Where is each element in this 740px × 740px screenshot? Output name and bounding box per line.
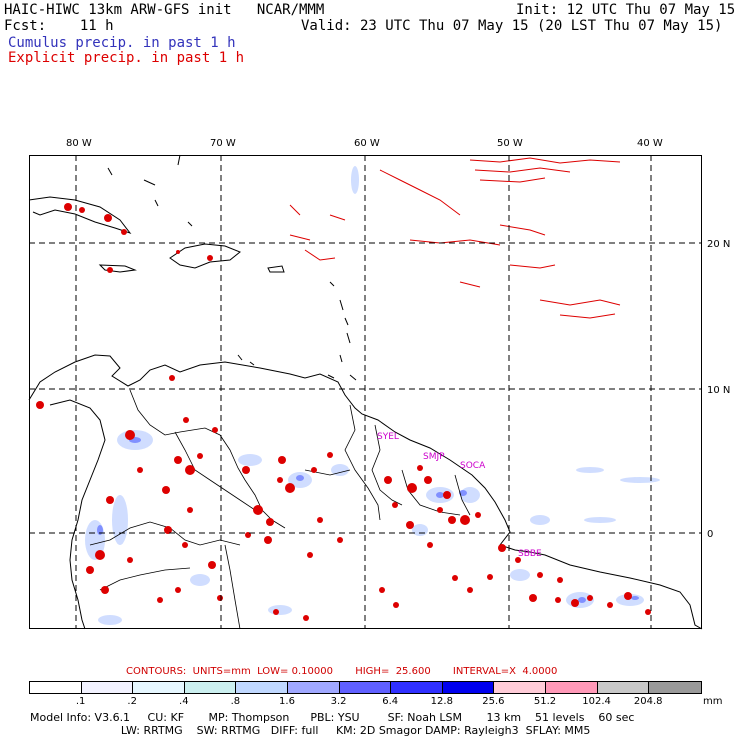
cumulus-precip-cores [97,437,639,603]
site-label-syel: SYEL [377,432,399,442]
colorbar-swatch [339,682,392,693]
explicit-precip-contours [289,157,621,319]
coastlines [28,154,703,630]
cumulus-precip-areas [85,166,660,625]
valid-time: Valid: 23 UTC Thu 07 May 15 (20 LST Thu … [301,18,723,34]
country-borders [89,389,471,630]
colorbar-swatch [545,682,598,693]
colorbar-tick-label: 1.6 [279,696,295,707]
lon-label-50w: 50 W [497,138,523,149]
map-frame [29,155,702,629]
lat-label-20n: 20 N [707,239,730,250]
colorbar-tick-label: .1 [75,696,86,707]
lon-label-80w: 80 W [66,138,92,149]
colorbar-tick-label: .2 [127,696,137,707]
site-label-smjp: SMJP [423,452,445,462]
colorbar-tick-label: 6.4 [382,696,399,707]
colorbar-swatch [494,682,546,693]
model-title: HAIC-HIWC 13km ARW-GFS init NCAR/MMM [4,2,325,18]
model-info-line1: Model Info: V3.6.1 CU: KF MP: Thompson P… [30,711,635,724]
colorbar-swatch [81,682,134,693]
colorbar-ticks: .1 .2 .4 .8 1.6 3.2 6.4 12.8 25.6 51.2 102.4 204.8 [29,696,729,710]
colorbar-tick-label: 3.2 [330,696,347,707]
model-info-line2: LW: RRTMG SW: RRTMG DIFF: full KM: 2D Sm… [30,724,591,737]
island-outlines [107,167,357,381]
colorbar-swatch [442,682,495,693]
colorbar-swatch [30,682,82,693]
colorbar-swatch [597,682,650,693]
contours-info: CONTOURS: UNITS=mm LOW= 0.10000 HIGH= 25… [126,666,558,677]
lon-label-40w: 40 W [637,138,663,149]
graticule [29,155,702,629]
colorbar-swatch [133,682,185,693]
colorbar-swatch [649,682,701,693]
site-label-sbbe: SBBE [518,549,542,559]
colorbar-tick-label: 12.8 [430,696,453,707]
site-label-soca: SOCA [460,461,486,471]
explicit-legend: Explicit precip. in past 1 h [8,50,245,66]
colorbar-tick-label: 51.2 [533,696,557,707]
colorbar-unit: mm [703,696,723,707]
lon-label-60w: 60 W [354,138,380,149]
lon-label-70w: 70 W [210,138,236,149]
colorbar-tick-label: .4 [179,696,189,707]
colorbar-tick-label: 102.4 [582,696,611,707]
explicit-precip-cells [36,203,651,621]
lat-label-0: 0 [707,529,713,540]
init-time: Init: 12 UTC Thu 07 May 15 [516,2,736,18]
colorbar-swatch [184,682,237,693]
forecast-hour: Fcst: 11 h [4,18,114,34]
colorbar-tick-label: 204.8 [633,696,663,707]
colorbar-swatch [287,682,340,693]
colorbar-swatch [236,682,288,693]
colorbar-tick-label: .8 [230,696,241,707]
lat-label-10n: 10 N [707,385,730,396]
cumulus-legend: Cumulus precip. in past 1 h [8,35,236,51]
colorbar-tick-label: 25.6 [482,696,505,707]
colorbar-swatch [391,682,443,693]
precip-colorbar [29,681,702,694]
